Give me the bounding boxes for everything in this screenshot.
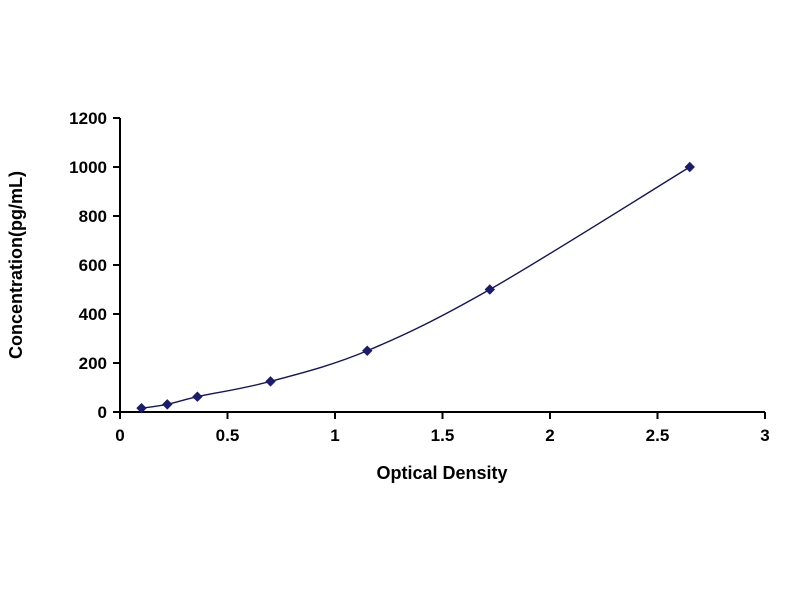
y-tick-label: 1000 bbox=[69, 158, 107, 177]
y-tick-label: 1200 bbox=[69, 109, 107, 128]
y-tick-label: 600 bbox=[79, 256, 107, 275]
data-point-marker bbox=[684, 161, 695, 173]
x-tick-label: 2 bbox=[545, 426, 554, 445]
x-tick-label: 1 bbox=[330, 426, 339, 445]
y-tick-label: 400 bbox=[79, 305, 107, 324]
x-axis-label: Optical Density bbox=[376, 463, 507, 483]
x-tick-label: 3 bbox=[760, 426, 769, 445]
x-tick-label: 1.5 bbox=[431, 426, 455, 445]
data-point-marker bbox=[162, 399, 173, 410]
x-tick-label: 2.5 bbox=[646, 426, 670, 445]
standard-curve-line bbox=[141, 166, 691, 409]
data-point-marker bbox=[192, 391, 203, 402]
y-tick-label: 800 bbox=[79, 207, 107, 226]
x-tick-label: 0 bbox=[115, 426, 124, 445]
y-tick-label: 0 bbox=[98, 403, 107, 422]
y-tick-label: 200 bbox=[79, 354, 107, 373]
data-point-marker bbox=[484, 284, 496, 295]
x-tick-label: 0.5 bbox=[216, 426, 240, 445]
data-point-marker bbox=[136, 402, 147, 414]
data-point-marker bbox=[265, 376, 276, 387]
y-axis-label: Concentration(pg/mL) bbox=[6, 171, 26, 359]
data-point-marker bbox=[362, 345, 373, 356]
